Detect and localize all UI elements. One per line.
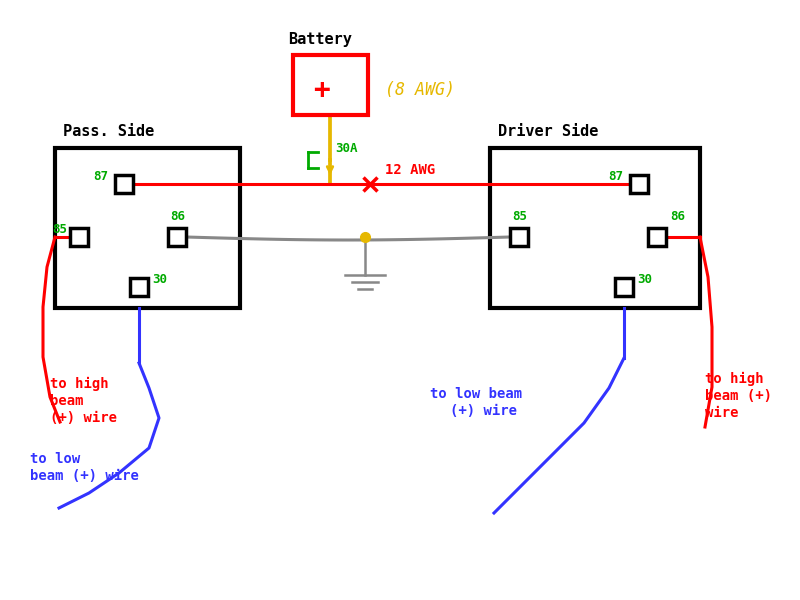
Text: 86: 86 xyxy=(170,210,185,223)
Bar xyxy=(510,228,528,246)
Text: 86: 86 xyxy=(670,210,685,223)
Text: beam (+): beam (+) xyxy=(705,389,772,403)
Text: (8 AWG): (8 AWG) xyxy=(385,81,455,99)
Text: (+) wire: (+) wire xyxy=(50,411,117,425)
Bar xyxy=(615,278,633,296)
Text: +: + xyxy=(314,76,330,104)
Bar xyxy=(55,148,240,308)
Bar xyxy=(168,228,186,246)
Bar xyxy=(70,228,88,246)
Text: beam (+) wire: beam (+) wire xyxy=(30,469,139,483)
Text: Pass. Side: Pass. Side xyxy=(63,124,154,139)
Text: to low beam: to low beam xyxy=(430,387,522,401)
Bar xyxy=(115,175,133,193)
Text: to low: to low xyxy=(30,452,80,466)
Text: 87: 87 xyxy=(93,170,108,183)
Bar xyxy=(630,175,648,193)
Text: 87: 87 xyxy=(608,170,623,183)
Text: wire: wire xyxy=(705,406,738,420)
Text: 30: 30 xyxy=(152,273,167,286)
Bar xyxy=(293,55,368,115)
Text: 85: 85 xyxy=(52,223,67,236)
Text: to high: to high xyxy=(50,377,109,391)
Bar xyxy=(648,228,666,246)
Text: Battery: Battery xyxy=(288,32,352,47)
Text: to high: to high xyxy=(705,372,764,386)
Text: 30A: 30A xyxy=(335,142,358,155)
Text: beam: beam xyxy=(50,394,83,408)
Text: 85: 85 xyxy=(512,210,527,223)
Text: (+) wire: (+) wire xyxy=(450,404,517,418)
Text: 12 AWG: 12 AWG xyxy=(385,163,435,177)
Text: Driver Side: Driver Side xyxy=(498,124,598,139)
Text: 30: 30 xyxy=(637,273,652,286)
Bar xyxy=(490,148,700,308)
Bar xyxy=(130,278,148,296)
